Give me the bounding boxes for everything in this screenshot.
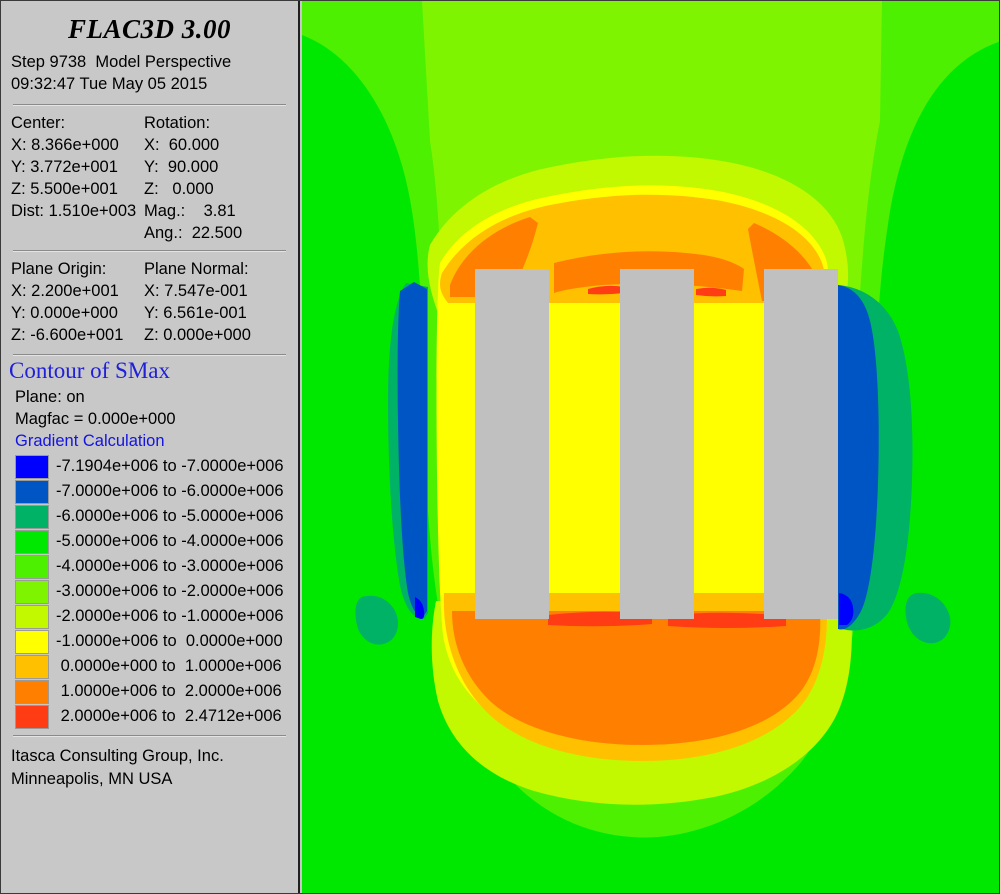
center-y: Y: 3.772e+001 — [11, 158, 118, 176]
rotation-mag: Mag.: 3.81 — [144, 202, 236, 220]
legend-range-label: 1.0000e+006 to 2.0000e+006 — [56, 682, 282, 700]
legend-row: -1.0000e+006 to 0.0000e+000 — [15, 629, 298, 654]
company-name: Itasca Consulting Group, Inc. — [11, 747, 224, 765]
pile-1 — [475, 269, 549, 619]
timestamp-line: 09:32:47 Tue May 05 2015 — [11, 75, 208, 93]
legend-range-label: -1.0000e+006 to 0.0000e+000 — [56, 632, 283, 650]
contour-magfac: Magfac = 0.000e+000 — [15, 410, 176, 428]
band-speck-right — [905, 592, 951, 644]
rotation-ang: Ang.: 22.500 — [144, 224, 243, 242]
legend-row: -7.1904e+006 to -7.0000e+006 — [15, 454, 298, 479]
legend-color-swatch — [15, 454, 49, 479]
legend-row: -6.0000e+006 to -5.0000e+006 — [15, 504, 298, 529]
app-title: FLAC3D 3.00 — [67, 14, 232, 44]
divider-1 — [13, 104, 286, 106]
plane-normal-x: X: 7.547e-001 — [144, 282, 248, 300]
legend-color-swatch — [15, 554, 49, 579]
pile-3 — [764, 269, 838, 619]
legend-row: -3.0000e+006 to -2.0000e+006 — [15, 579, 298, 604]
plane-normal-label: Plane Normal: — [144, 260, 249, 278]
divider-4 — [13, 735, 286, 737]
rotation-y: Y: 90.000 — [144, 158, 219, 176]
center-dist: Dist: 1.510e+003 — [11, 202, 137, 220]
plane-normal-y: Y: 6.561e-001 — [144, 304, 247, 322]
divider-3 — [13, 354, 286, 356]
plane-normal-z: Z: 0.000e+000 — [144, 326, 251, 344]
legend-color-swatch — [15, 604, 49, 629]
band-pos1-top — [450, 217, 822, 301]
legend-color-swatch — [15, 629, 49, 654]
legend-range-label: 0.0000e+000 to 1.0000e+006 — [56, 657, 282, 675]
legend-range-label: -4.0000e+006 to -3.0000e+006 — [56, 557, 284, 575]
legend-color-swatch — [15, 654, 49, 679]
center-z: Z: 5.500e+001 — [11, 180, 118, 198]
band-min-left — [415, 597, 425, 619]
band-pos1-bottom — [452, 611, 821, 745]
divider-2 — [13, 250, 286, 252]
legend-row: -5.0000e+006 to -4.0000e+006 — [15, 529, 298, 554]
plane-params-block: Plane Origin: X: 2.200e+001 Y: 0.000e+00… — [1, 252, 298, 346]
plane-origin-x: X: 2.200e+001 — [11, 282, 119, 300]
plane-origin-z: Z: -6.600e+001 — [11, 326, 124, 344]
legend-row: 0.0000e+000 to 1.0000e+006 — [15, 654, 298, 679]
contour-plot-viewport[interactable] — [302, 1, 999, 893]
legend-row: 2.0000e+006 to 2.4712e+006 — [15, 704, 298, 729]
info-sidebar: FLAC3D 3.00 Step 9738 Model Perspective … — [1, 1, 300, 893]
legend-color-swatch — [15, 679, 49, 704]
company-location: Minneapolis, MN USA — [11, 770, 173, 788]
center-x: X: 8.366e+000 — [11, 136, 119, 154]
legend-row: -7.0000e+006 to -6.0000e+006 — [15, 479, 298, 504]
pile-group — [475, 269, 838, 619]
plane-origin-y: Y: 0.000e+000 — [11, 304, 118, 322]
center-label: Center: — [11, 114, 66, 132]
legend-row: 1.0000e+006 to 2.0000e+006 — [15, 679, 298, 704]
legend-color-swatch — [15, 529, 49, 554]
legend-color-swatch — [15, 579, 49, 604]
band-neg7-right — [838, 285, 879, 630]
legend-range-label: -5.0000e+006 to -4.0000e+006 — [56, 532, 284, 550]
legend-range-label: -7.0000e+006 to -6.0000e+006 — [56, 482, 284, 500]
band-min-right — [839, 593, 854, 625]
step-line: Step 9738 Model Perspective — [11, 53, 232, 71]
plane-origin-label: Plane Origin: — [11, 260, 107, 278]
legend-color-swatch — [15, 504, 49, 529]
band-neg7-left — [397, 282, 427, 617]
view-params-block: Center: X: 8.366e+000 Y: 3.772e+001 Z: 5… — [1, 106, 298, 244]
legend-row: -2.0000e+006 to -1.0000e+006 — [15, 604, 298, 629]
legend-row: -4.0000e+006 to -3.0000e+006 — [15, 554, 298, 579]
legend-color-swatch — [15, 704, 49, 729]
contour-heading: Contour of SMax — [9, 358, 170, 383]
legend-color-swatch — [15, 479, 49, 504]
pile-2 — [620, 269, 694, 619]
rotation-x: X: 60.000 — [144, 136, 220, 154]
legend-range-label: -2.0000e+006 to -1.0000e+006 — [56, 607, 284, 625]
legend-range-label: 2.0000e+006 to 2.4712e+006 — [56, 707, 282, 725]
step-info-block: Step 9738 Model Perspective 09:32:47 Tue… — [1, 45, 298, 95]
contour-legend: -7.1904e+006 to -7.0000e+006 -7.0000e+006… — [1, 454, 298, 729]
footer-block: Itasca Consulting Group, Inc. Minneapoli… — [1, 745, 298, 791]
contour-plot-svg — [302, 1, 999, 893]
gradient-calculation-label: Gradient Calculation — [15, 432, 165, 450]
contour-plane-state: Plane: on — [15, 388, 85, 406]
rotation-label: Rotation: — [144, 114, 211, 132]
band-speck-left — [355, 595, 398, 645]
legend-range-label: -6.0000e+006 to -5.0000e+006 — [56, 507, 284, 525]
rotation-z: Z: 0.000 — [144, 180, 214, 198]
contour-bands-group — [302, 1, 999, 893]
legend-range-label: -3.0000e+006 to -2.0000e+006 — [56, 582, 284, 600]
legend-range-label: -7.1904e+006 to -7.0000e+006 — [56, 457, 284, 475]
